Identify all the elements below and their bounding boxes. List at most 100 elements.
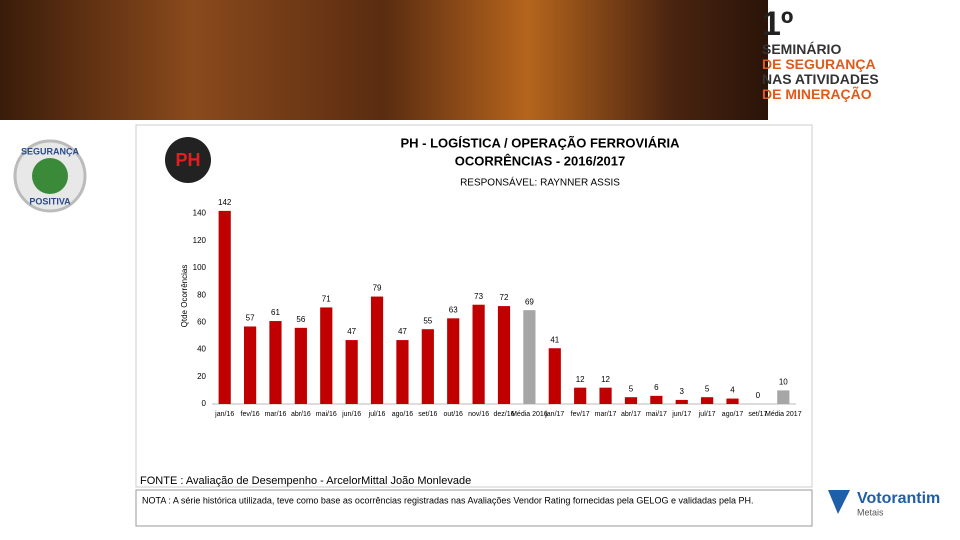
chart-subtitle: OCORRÊNCIAS - 2016/2017 xyxy=(455,153,626,168)
bar xyxy=(574,387,587,404)
header-banner xyxy=(0,0,960,120)
logo-text: POSITIVA xyxy=(29,196,71,206)
x-tick-label: mar/16 xyxy=(265,411,287,418)
x-tick-label: fev/17 xyxy=(571,411,590,418)
x-tick-label: jun/16 xyxy=(341,411,361,418)
bar xyxy=(320,307,333,404)
bar xyxy=(218,210,231,404)
y-tick-label: 100 xyxy=(193,263,207,272)
y-tick-label: 20 xyxy=(197,372,206,381)
responsible: RESPONSÁVEL: RAYNNER ASSIS xyxy=(460,176,620,189)
bar xyxy=(726,398,739,404)
y-axis-label: Qtde Ocorrências xyxy=(180,265,189,328)
x-tick-label: Média 2016 xyxy=(511,411,548,418)
value-label: 71 xyxy=(322,295,331,304)
brand-sub: Metais xyxy=(857,507,884,517)
x-tick-label: jul/16 xyxy=(368,411,386,418)
x-tick-label: mai/17 xyxy=(646,411,667,418)
bar xyxy=(243,326,257,404)
value-label: 47 xyxy=(398,327,407,336)
value-label: 3 xyxy=(680,387,685,396)
header-line: DE MINERAÇÃO xyxy=(762,86,872,102)
bar xyxy=(599,387,612,404)
x-tick-label: nov/16 xyxy=(468,411,489,418)
header-line: DE SEGURANÇA xyxy=(762,56,876,72)
value-label: 12 xyxy=(601,375,610,384)
value-label: 72 xyxy=(500,293,509,302)
x-tick-label: dez/16 xyxy=(493,411,514,418)
x-tick-label: jan/16 xyxy=(214,411,234,418)
value-label: 61 xyxy=(271,308,280,317)
value-label: 63 xyxy=(449,305,458,314)
x-tick-label: Média 2017 xyxy=(765,411,802,418)
chart-title: PH - LOGÍSTICA / OPERAÇÃO FERROVIÁRIA xyxy=(400,135,680,150)
x-tick-label: mai/16 xyxy=(316,411,337,418)
bar xyxy=(497,306,511,404)
chart: SEGURANÇA POSITIVA PH PH - LOGÍSTICA / O… xyxy=(13,124,940,527)
brand-mark xyxy=(828,490,850,514)
seminar-logo: 1º SEMINÁRIO DE SEGURANÇA NAS ATIVIDADES… xyxy=(762,6,952,102)
header-line: NAS ATIVIDADES xyxy=(762,71,879,87)
value-label: 73 xyxy=(474,292,483,301)
value-label: 57 xyxy=(246,314,255,323)
value-label: 47 xyxy=(347,327,356,336)
note-box xyxy=(135,489,813,527)
bar xyxy=(548,348,561,404)
value-label: 69 xyxy=(525,297,534,306)
bar xyxy=(523,310,536,404)
value-label: 5 xyxy=(705,384,710,393)
value-label: 0 xyxy=(756,391,761,400)
bar xyxy=(370,296,384,404)
bar xyxy=(624,397,638,404)
x-tick-label: abr/16 xyxy=(291,411,311,418)
badge: 1º xyxy=(762,5,794,43)
value-label: 55 xyxy=(423,316,432,325)
x-tick-label: ago/17 xyxy=(722,411,744,418)
bar xyxy=(650,395,663,404)
value-label: 12 xyxy=(576,375,585,384)
value-label: 4 xyxy=(730,386,735,395)
bar xyxy=(345,340,358,404)
x-tick-label: set/17 xyxy=(748,411,767,418)
header-line: SEMINÁRIO xyxy=(762,41,842,57)
x-tick-label: mar/17 xyxy=(595,411,617,418)
bar xyxy=(472,304,485,404)
note: NOTA : A série histórica utilizada, teve… xyxy=(142,495,754,505)
x-tick-label: ago/16 xyxy=(392,411,414,418)
bar xyxy=(777,390,790,404)
bar xyxy=(447,318,460,404)
y-tick-label: 60 xyxy=(197,318,206,327)
value-label: 56 xyxy=(296,315,305,324)
safety-logo-center xyxy=(32,158,68,194)
bar xyxy=(675,399,688,404)
value-label: 10 xyxy=(779,378,788,387)
x-tick-label: fev/16 xyxy=(241,411,260,418)
bar xyxy=(396,340,409,404)
value-label: 5 xyxy=(629,384,634,393)
source: FONTE : Avaliação de Desempenho - Arcelo… xyxy=(140,475,471,487)
x-tick-label: set/16 xyxy=(418,411,437,418)
y-tick-label: 140 xyxy=(193,209,207,218)
bar xyxy=(701,397,714,404)
ph-logo-text: PH xyxy=(175,150,200,170)
ph-logo xyxy=(165,137,211,183)
value-label: 79 xyxy=(373,284,382,293)
x-tick-label: jan/17 xyxy=(544,411,564,418)
y-tick-label: 80 xyxy=(197,290,206,299)
bar xyxy=(294,327,307,404)
y-tick-label: 0 xyxy=(202,399,207,408)
x-tick-label: abr/17 xyxy=(621,411,641,418)
x-tick-label: out/16 xyxy=(443,411,463,418)
logo-text: SEGURANÇA xyxy=(21,146,80,156)
y-tick-label: 40 xyxy=(197,345,206,354)
x-tick-label: jul/17 xyxy=(698,411,716,418)
value-label: 41 xyxy=(550,335,559,344)
y-tick-label: 120 xyxy=(193,236,207,245)
bar xyxy=(269,321,282,404)
brand: Votorantim xyxy=(857,490,940,507)
value-label: 142 xyxy=(218,198,232,207)
bar xyxy=(421,329,434,404)
value-label: 6 xyxy=(654,383,659,392)
x-tick-label: jun/17 xyxy=(671,411,691,418)
